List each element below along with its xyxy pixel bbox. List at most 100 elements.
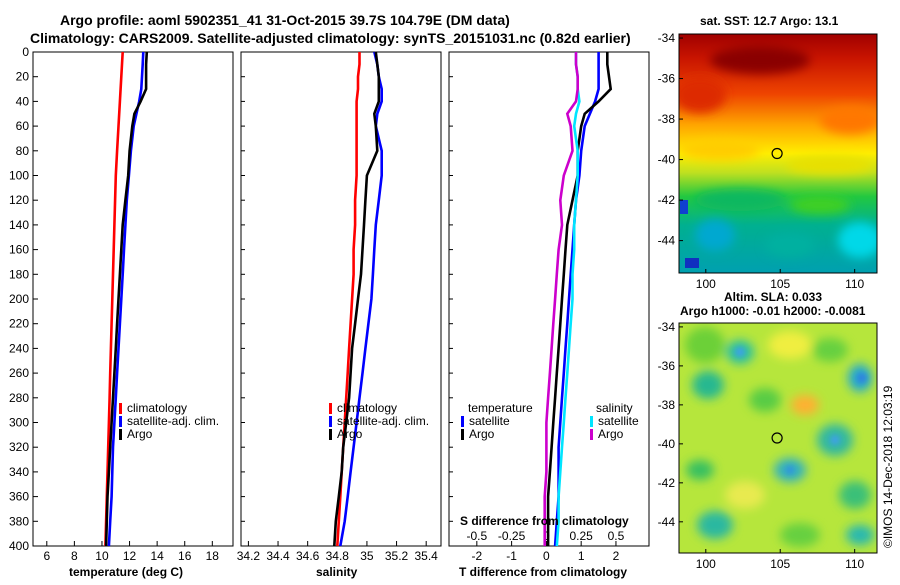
- x-tick-label: 16: [178, 549, 192, 563]
- header-line-2: Climatology: CARS2009. Satellite-adjuste…: [30, 30, 631, 46]
- difference-panel: -2 -1 0 1 2 -0.5 -0.25 0 0.25 0.5 temperature sal…: [448, 51, 650, 579]
- s-diff-tick-label: 0: [543, 529, 550, 543]
- sla-argo-location-marker: [771, 432, 783, 444]
- x-tick-label: 6: [43, 549, 50, 563]
- depth-tick-label: 260: [9, 366, 29, 380]
- depth-tick-label: 360: [9, 490, 29, 504]
- x-tick-label: 1: [578, 549, 585, 563]
- series-line-argo: [104, 51, 149, 547]
- temperature-axis: 6 8 10 12 14 16 18: [43, 541, 219, 563]
- salinity-xlabel: salinity: [316, 565, 358, 579]
- depth-tick-label: 160: [9, 243, 29, 257]
- temperature-xlabel: temperature (deg C): [69, 565, 183, 579]
- x-tick-label: -1: [506, 549, 517, 563]
- series-line-satellite-adj-clim-: [339, 51, 384, 547]
- legend-label: Argo: [598, 427, 624, 441]
- lon-tick-label: 110: [845, 557, 864, 571]
- lat-tick-label: -36: [658, 359, 676, 373]
- depth-tick-label: 100: [9, 169, 29, 183]
- legend-swatch: [329, 416, 332, 427]
- legend-title-salinity: salinity: [596, 401, 633, 415]
- legend-swatch: [119, 416, 122, 427]
- depth-tick-label: 300: [9, 416, 29, 430]
- legend-label: satellite: [469, 414, 510, 428]
- x-tick-label: 14: [150, 549, 164, 563]
- x-tick-label: 35.4: [415, 549, 439, 563]
- s-diff-tick-label: 0.5: [608, 529, 625, 543]
- depth-tick-label: 220: [9, 317, 29, 331]
- sla-map-frame: [678, 322, 878, 554]
- lon-tick-label: 100: [696, 557, 716, 571]
- s-difference-axis: -0.5 -0.25 0 0.25 0.5: [466, 529, 624, 543]
- t-difference-xlabel: T difference from climatology: [459, 565, 627, 579]
- depth-tick-label: 0: [22, 45, 29, 59]
- legend-swatch: [590, 429, 593, 440]
- sst-argo-location-marker: [771, 147, 783, 160]
- series-line-temperature-argo: [546, 52, 613, 546]
- credit-text: ©IMOS 14-Dec-2018 12:03:19: [881, 385, 895, 548]
- series-line-temperature-satellite: [553, 52, 600, 547]
- depth-tick-label: 380: [9, 514, 29, 528]
- header-line-1: Argo profile: aoml 5902351_41 31-Oct-201…: [60, 12, 510, 28]
- legend-label: Argo: [469, 427, 495, 441]
- depth-tick-label: 340: [9, 465, 29, 479]
- difference-lines: [543, 52, 613, 547]
- legend-swatch: [329, 429, 332, 440]
- temperature-lines: [104, 51, 149, 547]
- temperature-panel: 0 20 40 60 80 100 120 140 160 180 200 220 240 260 280 3…: [9, 45, 234, 579]
- s-diff-tick-label: -0.25: [498, 529, 526, 543]
- lat-tick-label: -42: [658, 476, 676, 490]
- s-diff-tick-label: -0.5: [466, 529, 487, 543]
- depth-tick-label: 120: [9, 193, 29, 207]
- x-tick-label: 10: [95, 549, 109, 563]
- series-line-climatology: [104, 51, 124, 547]
- x-tick-label: 18: [206, 549, 220, 563]
- depth-tick-label: 200: [9, 292, 29, 306]
- depth-axis: 0 20 40 60 80 100 120 140 160 180 200 220 240 260 280 3…: [9, 45, 38, 553]
- difference-legend: temperature salinitysatelliteArgosatellit…: [461, 401, 639, 441]
- legend-label: satellite-adj. clim.: [337, 414, 429, 428]
- sla-map-subtitle: Argo h1000: -0.01 h2000: -0.0081: [680, 304, 866, 318]
- depth-tick-label: 40: [16, 94, 30, 108]
- depth-tick-label: 280: [9, 391, 29, 405]
- lat-tick-label: -38: [658, 398, 676, 412]
- x-tick-label: 34.6: [296, 549, 320, 563]
- legend-label: Argo: [127, 427, 153, 441]
- legend-swatch: [461, 429, 464, 440]
- depth-tick-label: 180: [9, 267, 29, 281]
- legend-label: climatology: [337, 401, 397, 415]
- depth-tick-label: 140: [9, 218, 29, 232]
- x-tick-label: 2: [613, 549, 620, 563]
- salinity-panel: 34.2 34.4 34.6 34.8 35 35.2 35.4 climatologysa…: [237, 51, 442, 579]
- lon-tick-label: 110: [845, 277, 864, 291]
- legend-label: Argo: [337, 427, 363, 441]
- salinity-axis: 34.2 34.4 34.6 34.8 35 35.2 35.4: [237, 51, 439, 563]
- t-difference-axis: -2 -1 0 1 2: [449, 51, 620, 563]
- lat-tick-label: -40: [658, 153, 676, 167]
- sla-map-lat-axis: -34 -36 -38 -40 -42 -44: [658, 320, 683, 529]
- sla-map-lon-axis: 100 105 110: [696, 549, 865, 571]
- legend-swatch: [590, 416, 593, 427]
- depth-tick-label: 400: [9, 539, 29, 553]
- x-tick-label: 34.2: [237, 549, 261, 563]
- sst-map-frame: [678, 33, 878, 274]
- lat-tick-label: -44: [658, 234, 676, 248]
- x-tick-label: 35.2: [385, 549, 409, 563]
- x-tick-label: 0: [543, 549, 550, 563]
- x-tick-label: 34.4: [266, 549, 290, 563]
- legend-swatch: [461, 416, 464, 427]
- lon-tick-label: 105: [770, 557, 790, 571]
- lat-tick-label: -34: [658, 320, 676, 334]
- depth-tick-label: 240: [9, 341, 29, 355]
- sst-map-lon-axis: 100 105 110: [696, 269, 865, 291]
- lat-tick-label: -42: [658, 193, 676, 207]
- series-line-salinity-argo: [543, 52, 580, 546]
- s-diff-tick-label: 0.25: [569, 529, 593, 543]
- salinity-lines: [333, 51, 384, 547]
- lon-tick-label: 105: [770, 277, 790, 291]
- lon-tick-label: 100: [696, 277, 716, 291]
- series-line-argo: [333, 51, 381, 547]
- depth-tick-label: 20: [16, 70, 30, 84]
